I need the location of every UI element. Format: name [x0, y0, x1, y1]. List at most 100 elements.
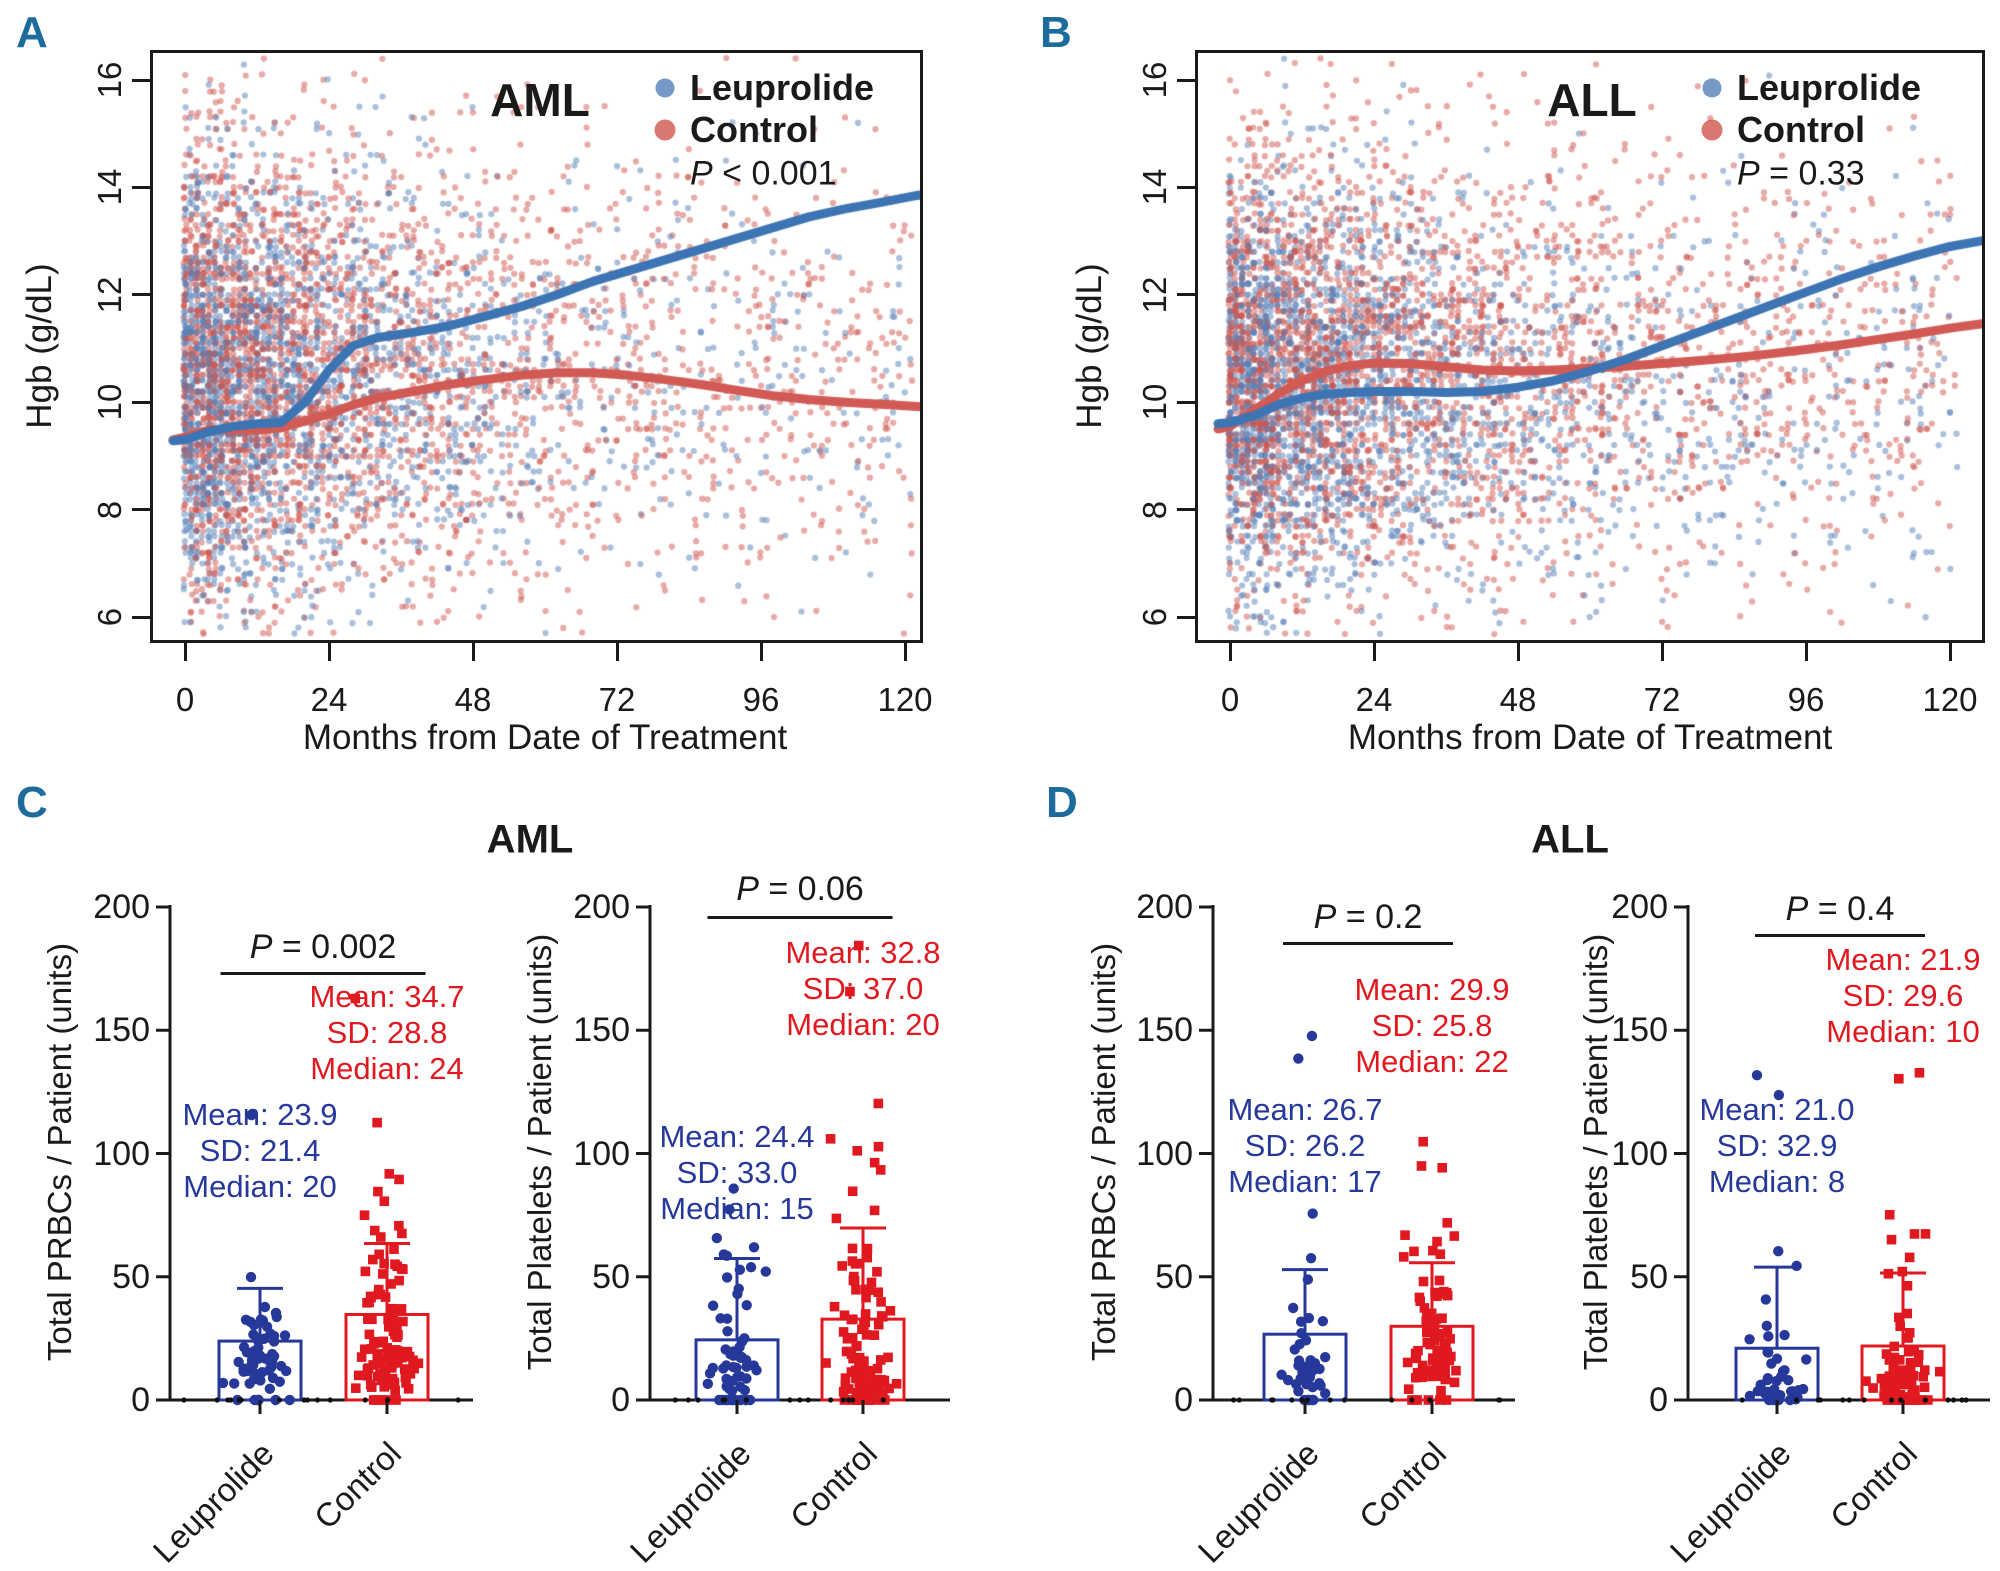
control-data-point [1434, 1275, 1445, 1286]
control-data-point [1418, 1136, 1429, 1147]
leuprolide-data-point [728, 1183, 739, 1194]
baseline-rug-dot [1945, 1397, 1951, 1403]
control-data-point [843, 1384, 854, 1394]
control-data-point [847, 1243, 858, 1254]
leuprolide-data-point [1760, 1294, 1772, 1305]
leuprolide-data-point [741, 1373, 752, 1384]
leuprolide-data-point [1791, 1260, 1802, 1272]
control-data-point [1868, 1383, 1878, 1393]
aml-scatter-title: AML [490, 74, 590, 126]
control-data-point [837, 1261, 847, 1271]
leuprolide-data-point [1771, 1375, 1782, 1387]
leuprolide-legend-dot [655, 78, 675, 98]
all-x-axis-title: Months from Date of Treatment [1347, 718, 1833, 757]
control-data-point [1436, 1385, 1446, 1396]
control-data-point [1428, 1245, 1438, 1256]
leuprolide-data-point [748, 1242, 760, 1253]
control-data-point [1441, 1395, 1452, 1405]
control-data-point [848, 1353, 858, 1364]
p-value-header: P = 0.06 [736, 870, 864, 908]
control-data-point [1887, 1386, 1897, 1397]
control-data-point [368, 1254, 378, 1265]
control-data-point [1439, 1340, 1450, 1350]
all-y-tick [1177, 293, 1195, 297]
bar-y-tick-label: 200 [573, 888, 630, 926]
control-data-point [373, 1186, 383, 1197]
control-data-point [1429, 1320, 1440, 1331]
p-italic: P [1313, 898, 1337, 936]
bar-y-tick-label: 150 [1136, 1011, 1193, 1050]
leuprolide-data-point [1306, 1030, 1318, 1042]
leuprolide-stats-block: Mean: 24.4 SD: 33.0 Median: 15 [659, 1119, 814, 1227]
control-data-point [1418, 1367, 1428, 1378]
control-data-point [397, 1352, 407, 1363]
control-data-point [873, 1141, 884, 1152]
control-data-point [841, 1346, 852, 1357]
control-data-point [405, 1369, 416, 1379]
control-data-point [391, 1395, 401, 1405]
control-data-point [379, 1258, 389, 1269]
baseline-rug-dot [314, 1397, 321, 1403]
control-data-point [1403, 1384, 1414, 1394]
control-data-point [854, 1378, 865, 1388]
baseline-rug-dot [1427, 1397, 1433, 1403]
all-scatter-title: ALL [1547, 74, 1637, 126]
control-data-point [413, 1358, 424, 1369]
baseline-rug-dot [1861, 1397, 1867, 1403]
leuprolide-data-point [1762, 1346, 1773, 1358]
leuprolide-data-point [1783, 1374, 1794, 1386]
control-data-point [1889, 1341, 1900, 1352]
control-data-point [829, 1301, 840, 1312]
leuprolide-data-point [284, 1394, 295, 1406]
aml-y-tick [132, 615, 150, 619]
control-data-point [876, 1297, 886, 1307]
leuprolide-data-point [744, 1394, 756, 1406]
leuprolide-stats-block: Mean: 26.7 SD: 26.2 Median: 17 [1227, 1092, 1382, 1200]
all-x-tick [1228, 643, 1232, 661]
control-data-point [1895, 1321, 1906, 1332]
control-data-point [398, 1264, 408, 1275]
control-data-point [885, 1305, 896, 1316]
baseline-rug-dot [455, 1397, 461, 1403]
control-data-point [1432, 1365, 1443, 1376]
control-data-point [1429, 1371, 1439, 1381]
category-label-leuprolide: Leuprolide [622, 1434, 758, 1570]
leuprolide-data-point [1763, 1331, 1774, 1342]
control-data-point [1442, 1218, 1453, 1228]
stat-line: Mean: 21.0 [1699, 1092, 1855, 1127]
control-data-point [394, 1174, 404, 1185]
aml-y-tick-label: 6 [91, 607, 128, 627]
baseline-rug-dot [1269, 1397, 1275, 1403]
control-data-point [387, 1376, 398, 1386]
control-stats-block: Mean: 29.9 SD: 25.8 Median: 22 [1354, 972, 1509, 1080]
control-data-point [353, 1370, 364, 1381]
bar-y-tick-label: 0 [131, 1381, 150, 1419]
leuprolide-data-point [1293, 1355, 1305, 1366]
control-data-point [1413, 1345, 1423, 1356]
control-data-point [366, 1382, 377, 1392]
bar-y-tick-label: 200 [1611, 888, 1668, 926]
panel-label-b: B [1040, 8, 1072, 57]
all-x-tick-label: 48 [1499, 681, 1537, 718]
stat-line: Mean: 24.4 [659, 1119, 815, 1154]
bar-y-tick-label: 100 [573, 1134, 630, 1173]
baseline-rug-dot [1289, 1397, 1295, 1403]
leuprolide-data-point [250, 1368, 262, 1380]
control-data-point [403, 1384, 414, 1394]
control-data-point [845, 986, 855, 997]
control-data-point [1445, 1334, 1455, 1344]
control-data-point [1437, 1313, 1447, 1324]
control-data-point [1902, 1280, 1913, 1291]
control-data-point [1903, 1333, 1913, 1343]
leuprolide-data-point [1295, 1373, 1306, 1384]
control-data-point [1432, 1291, 1442, 1302]
bar-y-tick-label: 150 [573, 1011, 630, 1050]
baseline-rug-dot [304, 1397, 310, 1403]
panel-label-c: C [16, 778, 48, 827]
leuprolide-data-point [1797, 1383, 1809, 1395]
all-x-tick [1660, 643, 1664, 661]
control-data-point [368, 1360, 378, 1370]
control-data-point [1429, 1335, 1440, 1346]
control-data-point [1449, 1231, 1460, 1241]
aml-plot-frame [150, 50, 923, 643]
